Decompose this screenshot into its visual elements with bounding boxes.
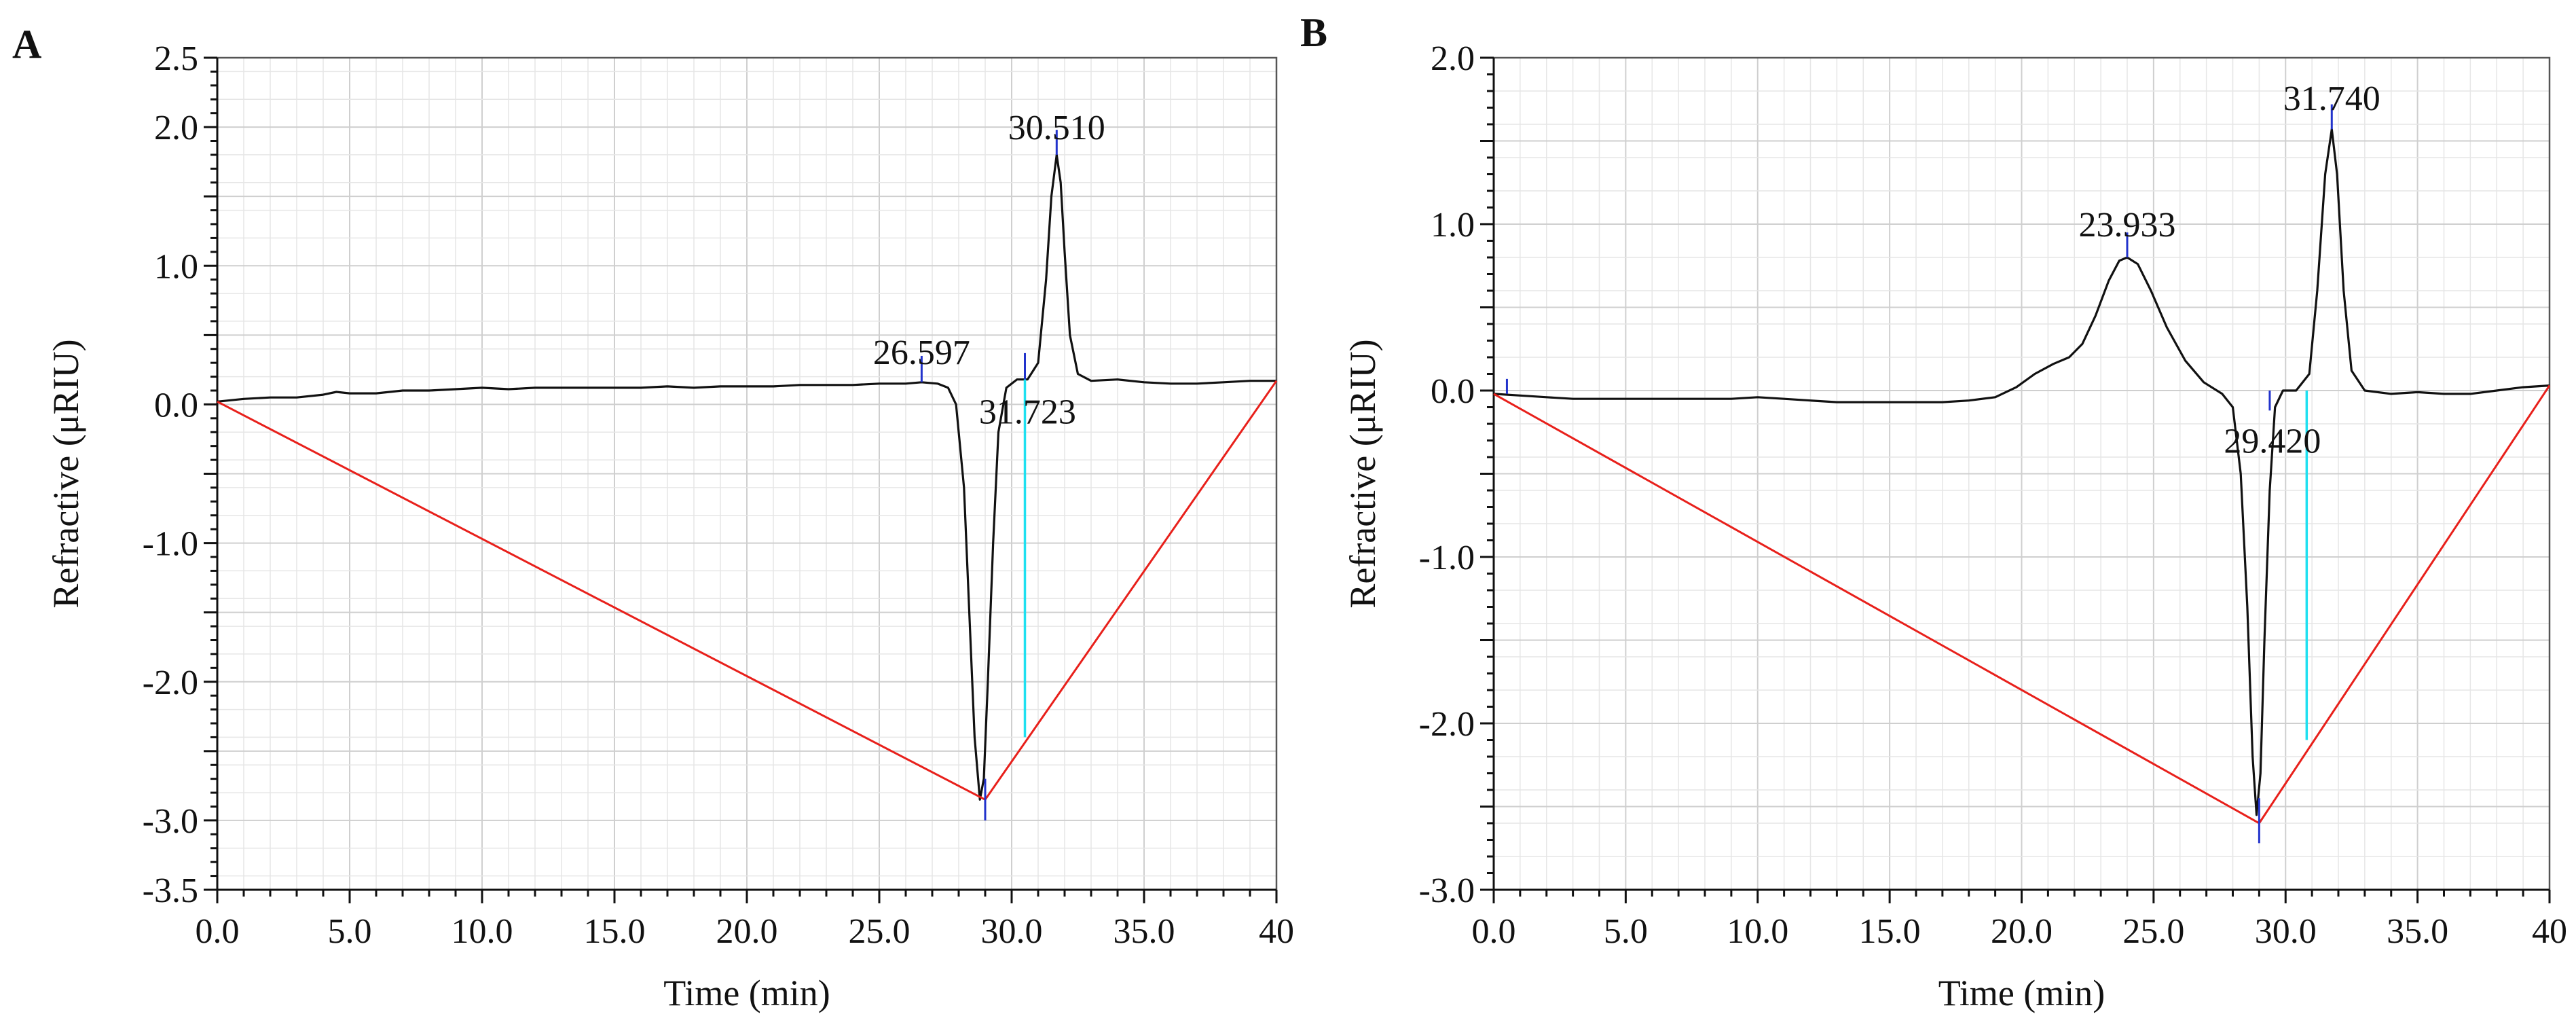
y-tick-label: 2.0 xyxy=(154,109,198,147)
signal-trace xyxy=(1493,128,2550,816)
x-tick-label: 10.0 xyxy=(452,912,513,951)
x-tick-label: 30.0 xyxy=(2255,912,2317,951)
peak-label: 31.740 xyxy=(2283,79,2380,118)
y-tick-label: -1.0 xyxy=(1419,539,1475,577)
x-axis-title: Time (min) xyxy=(1938,973,2105,1013)
signal-trace xyxy=(217,154,1276,801)
x-tick-label: 20.0 xyxy=(716,912,778,951)
x-tick-label: 10.0 xyxy=(1727,912,1788,951)
y-tick-label: -2.0 xyxy=(143,664,198,702)
y-tick-label: -3.0 xyxy=(1419,871,1475,910)
x-tick-label: 25.0 xyxy=(2122,912,2184,951)
x-tick-label: 40 xyxy=(2532,912,2567,951)
y-tick-label: -2.0 xyxy=(1419,705,1475,744)
grid xyxy=(217,57,1277,890)
x-tick-label: 0.0 xyxy=(1472,912,1516,951)
grid xyxy=(1493,57,2550,890)
panel-letter: B xyxy=(1300,10,1327,55)
x-tick-label: 20.0 xyxy=(1991,912,2053,951)
x-tick-label: 0.0 xyxy=(196,912,240,951)
peak-label: 31.723 xyxy=(979,393,1076,432)
x-tick-label: 5.0 xyxy=(328,912,372,951)
x-tick-label: 35.0 xyxy=(2387,912,2448,951)
x-tick-label: 35.0 xyxy=(1114,912,1175,951)
x-tick-label: 30.0 xyxy=(981,912,1043,951)
y-tick-label: 0.0 xyxy=(1431,372,1475,411)
y-tick-label: 2.5 xyxy=(154,39,198,78)
x-tick-label: 5.0 xyxy=(1604,912,1648,951)
y-tick-label: -3.5 xyxy=(143,871,198,910)
x-tick-label: 15.0 xyxy=(1859,912,1921,951)
x-tick-label: 40 xyxy=(1259,912,1294,951)
y-tick-label: -3.0 xyxy=(143,802,198,841)
chart-panel-a: 0.0 5.0 10.0 15.0 20.0 25.0 30.0 35.0 40 2.5 2.0 1.… xyxy=(12,22,1294,1013)
y-axis-title: Refractive (μRIU) xyxy=(1342,339,1383,608)
y-tick-label: 2.0 xyxy=(1431,39,1475,78)
chart-panel-b: 0.0 5.0 10.0 15.0 20.0 25.0 30.0 35.0 40 2.0 1.0 0.… xyxy=(1300,10,2567,1013)
peak-label: 23.933 xyxy=(2079,206,2176,245)
y-tick-label: 1.0 xyxy=(154,247,198,286)
panel-letter: A xyxy=(12,22,41,67)
peak-label: 26.597 xyxy=(873,333,970,372)
y-tick-label: 0.0 xyxy=(154,386,198,425)
y-axis-title: Refractive (μRIU) xyxy=(45,339,86,608)
x-axis-title: Time (min) xyxy=(663,973,830,1013)
x-tick-label: 25.0 xyxy=(849,912,910,951)
y-tick-label: -1.0 xyxy=(143,525,198,564)
y-tick-label: 1.0 xyxy=(1431,206,1475,245)
peak-label: 29.420 xyxy=(2224,422,2321,461)
x-tick-label: 15.0 xyxy=(584,912,646,951)
peak-label: 30.510 xyxy=(1008,109,1105,147)
